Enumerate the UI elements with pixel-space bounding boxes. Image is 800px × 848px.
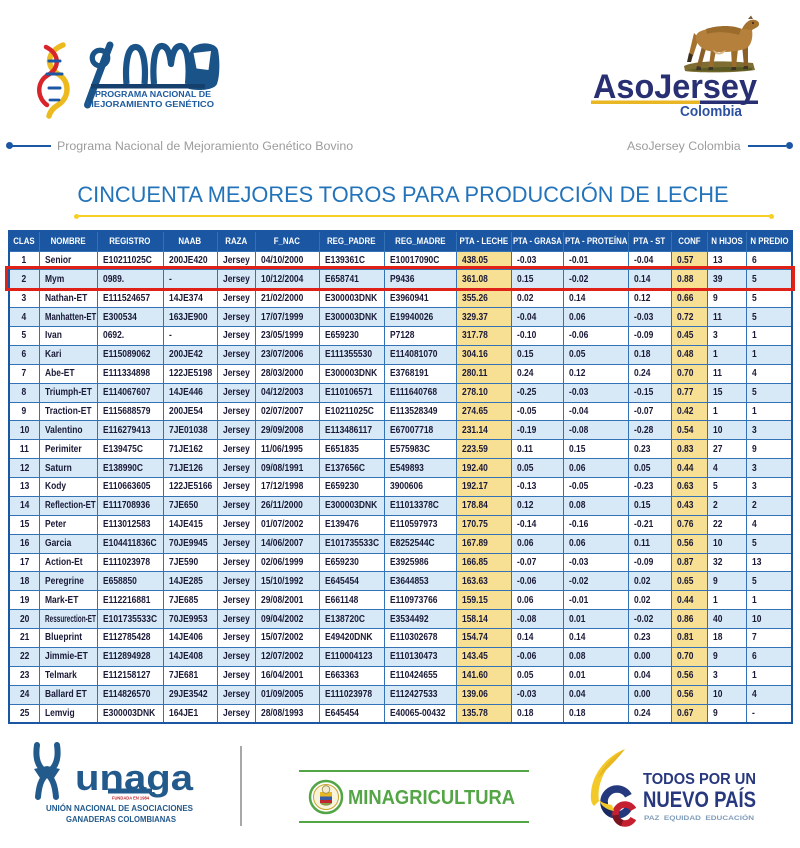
svg-text:PROGRAMA NACIONAL DE: PROGRAMA NACIONAL DE — [95, 90, 212, 99]
svg-text:GANADERAS COLOMBIANAS: GANADERAS COLOMBIANAS — [66, 814, 176, 824]
svg-text:TODOS POR UN: TODOS POR UN — [643, 771, 756, 788]
svg-text:AsoJersey: AsoJersey — [593, 68, 757, 106]
svg-text:UNIÓN NACIONAL DE ASOCIACIONES: UNIÓN NACIONAL DE ASOCIACIONES — [46, 802, 193, 813]
svg-text:FUNDADA EN 1984: FUNDADA EN 1984 — [112, 796, 149, 802]
svg-text:MINAGRICULTURA: MINAGRICULTURA — [348, 787, 515, 809]
svg-text:Colombia: Colombia — [680, 104, 743, 119]
svg-text:NUEVO PAÍS: NUEVO PAÍS — [643, 787, 756, 812]
svg-text:PAZ EQUIDAD EDUCACIÓN: PAZ EQUIDAD EDUCACIÓN — [644, 814, 754, 822]
svg-text:MEJORAMIENTO GENÉTICO: MEJORAMIENTO GENÉTICO — [86, 100, 214, 109]
